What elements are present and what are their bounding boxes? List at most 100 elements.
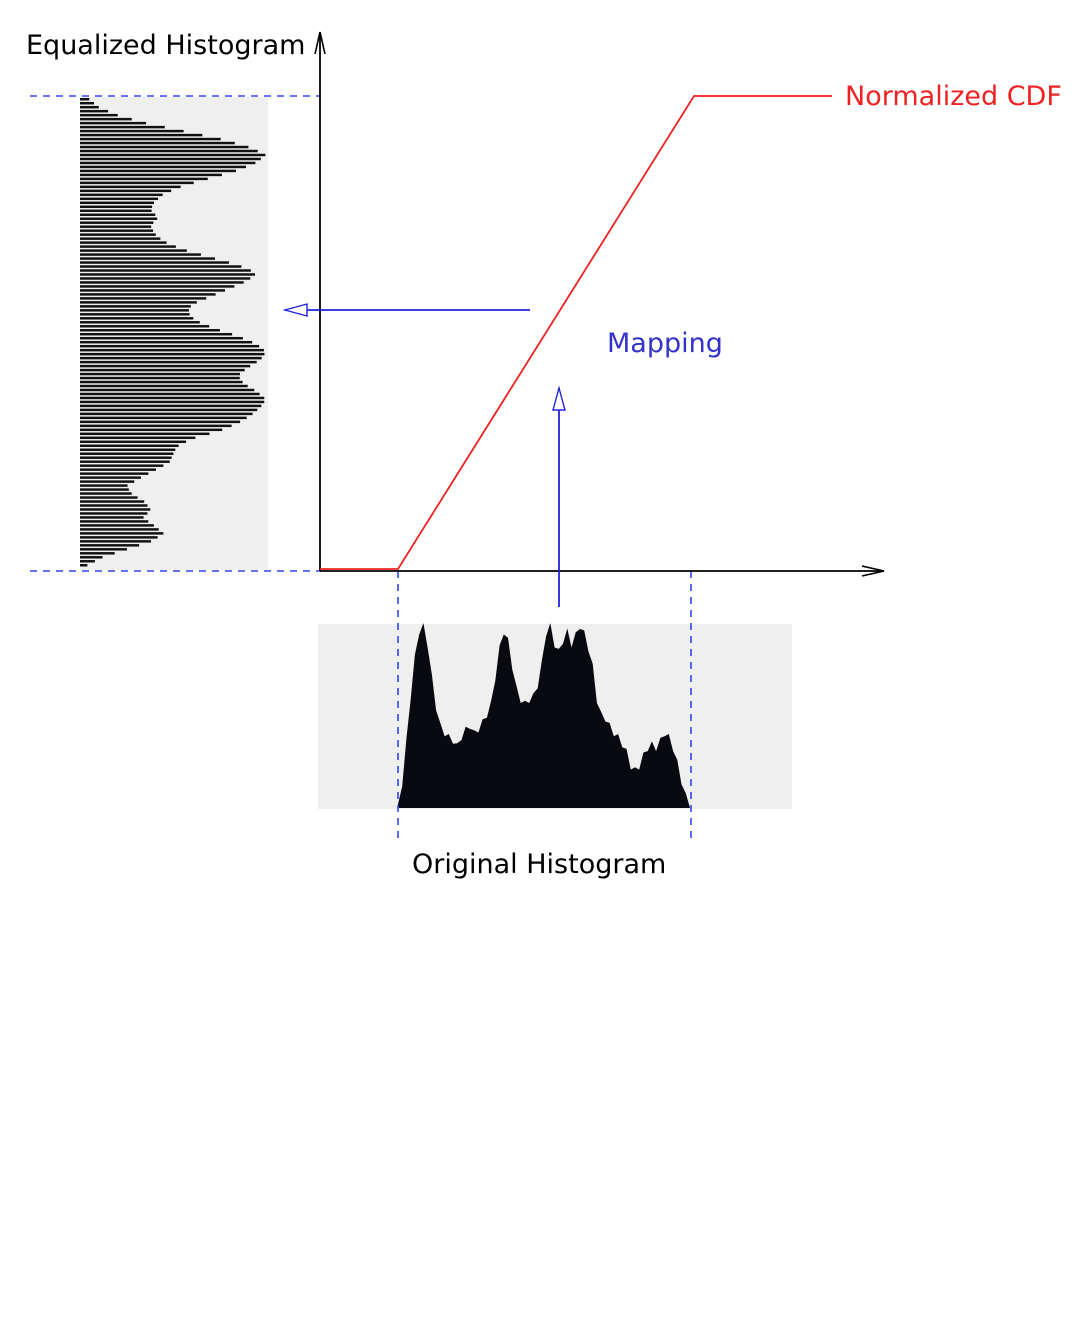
equalized-histogram-bar bbox=[80, 201, 154, 205]
equalized-histogram-bar bbox=[80, 384, 248, 388]
equalized-histogram-bar bbox=[80, 125, 165, 129]
equalized-histogram-bar bbox=[80, 436, 196, 440]
equalized-histogram-bar bbox=[80, 213, 156, 216]
equalized-histogram-bar bbox=[80, 205, 153, 209]
equalized-histogram-bar bbox=[80, 512, 148, 515]
equalized-histogram-bar bbox=[80, 508, 151, 511]
equalized-histogram-bar bbox=[80, 193, 163, 197]
equalized-histogram-bar bbox=[80, 209, 152, 212]
equalized-histogram-bar bbox=[80, 380, 243, 384]
equalized-histogram-bar bbox=[80, 261, 229, 264]
equalized-histogram-bar bbox=[80, 245, 176, 248]
equalized-histogram-bar bbox=[80, 476, 141, 479]
equalized-histogram-bar bbox=[80, 460, 170, 463]
equalized-histogram-bar bbox=[80, 253, 201, 256]
equalized-histogram-bar bbox=[80, 348, 264, 352]
equalized-histogram-bar bbox=[80, 333, 233, 336]
equalized-histogram-bar bbox=[80, 388, 255, 392]
equalized-histogram-bar bbox=[80, 165, 246, 169]
equalized-histogram-bar bbox=[80, 404, 262, 408]
equalized-histogram-bar bbox=[80, 113, 118, 117]
equalized-histogram-bar bbox=[80, 101, 94, 105]
equalized-histogram-bar bbox=[80, 560, 95, 563]
equalized-histogram-bar bbox=[80, 400, 265, 404]
equalized-histogram-bar bbox=[80, 456, 172, 459]
equalized-histogram-panel bbox=[80, 97, 268, 570]
equalized-histogram-bar bbox=[80, 364, 251, 368]
equalized-histogram-bar bbox=[80, 484, 128, 487]
equalized-histogram-bar bbox=[80, 137, 221, 141]
equalized-histogram-bar bbox=[80, 536, 158, 539]
equalized-histogram-bar bbox=[80, 428, 223, 432]
equalized-histogram-bar bbox=[80, 153, 266, 157]
equalized-histogram-bar bbox=[80, 313, 190, 316]
original-histogram-label: Original Histogram bbox=[412, 849, 666, 880]
guide-lines bbox=[30, 95, 692, 838]
equalized-histogram-bar bbox=[80, 564, 88, 567]
equalized-histogram-bar bbox=[80, 532, 164, 535]
equalized-histogram-bar bbox=[80, 269, 251, 272]
equalized-histogram-bar bbox=[80, 520, 149, 523]
equalized-histogram-bar bbox=[80, 448, 176, 451]
equalized-histogram-bar bbox=[80, 177, 208, 181]
equalized-histogram-bar bbox=[80, 360, 257, 364]
equalized-histogram-bar bbox=[80, 293, 216, 296]
equalized-histogram-bar bbox=[80, 396, 265, 400]
equalized-histogram-bar bbox=[80, 340, 253, 344]
equalized-histogram-bar bbox=[80, 161, 256, 165]
equalized-histogram-bar bbox=[80, 297, 207, 300]
equalized-histogram-bar bbox=[80, 464, 164, 467]
equalized-histogram-bar bbox=[80, 221, 154, 224]
equalized-histogram-bar bbox=[80, 496, 138, 499]
equalized-histogram-bar bbox=[80, 309, 189, 312]
equalized-histogram-bar bbox=[80, 121, 147, 125]
equalized-histogram-bar bbox=[80, 277, 251, 280]
equalized-histogram-bar bbox=[80, 548, 127, 551]
equalized-histogram-bar bbox=[80, 98, 90, 101]
equalized-histogram-bar bbox=[80, 289, 225, 292]
equalized-histogram-bar bbox=[80, 452, 174, 455]
original-histogram-area bbox=[398, 623, 690, 808]
equalized-histogram-bar bbox=[80, 552, 115, 555]
equalized-histogram-bar bbox=[80, 197, 159, 201]
equalized-histogram-bar bbox=[80, 416, 247, 420]
equalized-histogram-bar bbox=[80, 444, 179, 447]
equalized-histogram-bar bbox=[80, 285, 235, 288]
equalized-histogram-bar bbox=[80, 141, 235, 145]
equalized-histogram-bar bbox=[80, 301, 197, 304]
equalized-histogram-bar bbox=[80, 516, 144, 519]
equalized-histogram-bar bbox=[80, 169, 236, 173]
equalized-histogram-bar bbox=[80, 488, 129, 491]
equalized-histogram-bar bbox=[80, 173, 222, 177]
equalized-histogram-bar bbox=[80, 544, 140, 547]
equalized-histogram-bar bbox=[80, 556, 103, 559]
equalized-histogram-bar bbox=[80, 273, 255, 276]
equalized-histogram-bar bbox=[80, 105, 99, 109]
equalized-histogram-bar bbox=[80, 480, 135, 483]
equalized-histogram-bar bbox=[80, 420, 241, 424]
equalized-histogram-bar bbox=[80, 528, 159, 531]
equalized-histogram-bar bbox=[80, 237, 161, 240]
mapping-arrows bbox=[285, 309, 560, 607]
equalized-histogram-bar bbox=[80, 352, 265, 356]
original-histogram-panel bbox=[318, 623, 792, 809]
equalized-histogram-bar bbox=[80, 336, 243, 340]
equalized-histogram-bar bbox=[80, 149, 258, 153]
equalized-histogram-bar bbox=[80, 329, 220, 332]
equalized-histogram-label: Equalized Histogram bbox=[26, 30, 305, 61]
equalized-histogram-bar bbox=[80, 305, 191, 308]
normalized-cdf bbox=[320, 95, 832, 570]
cdf-line bbox=[320, 95, 832, 570]
equalized-histogram-bar bbox=[80, 145, 249, 149]
equalized-histogram-bar bbox=[80, 472, 149, 475]
equalized-histogram-bar bbox=[80, 189, 172, 193]
equalized-histogram-bar bbox=[80, 109, 109, 113]
equalized-histogram-bar bbox=[80, 504, 148, 507]
equalized-histogram-bar bbox=[80, 217, 158, 220]
equalized-histogram-bar bbox=[80, 129, 184, 133]
equalized-histogram-bar bbox=[80, 412, 253, 416]
normalized-cdf-label: Normalized CDF bbox=[845, 81, 1062, 112]
equalized-histogram-bar bbox=[80, 540, 151, 543]
equalized-histogram-bar bbox=[80, 133, 203, 137]
